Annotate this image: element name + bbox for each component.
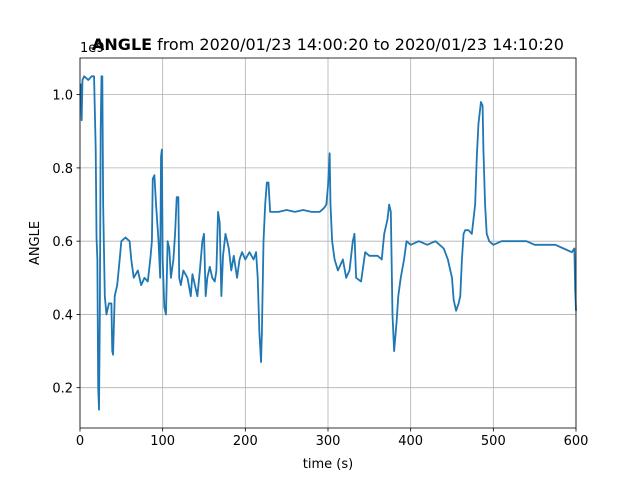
- x-tick-label: 200: [233, 434, 258, 449]
- x-tick-label: 0: [76, 434, 84, 449]
- y-tick-label: 0.8: [52, 162, 73, 177]
- title-bold: ANGLE: [92, 35, 152, 54]
- x-tick-label: 300: [316, 434, 341, 449]
- y-tick-label: 1.0: [52, 89, 73, 104]
- y-tick-label: 0.4: [52, 308, 73, 323]
- x-tick-label: 600: [564, 434, 589, 449]
- x-tick-label: 500: [481, 434, 506, 449]
- y-tick-label: 0.2: [52, 382, 73, 397]
- x-tick-label: 100: [150, 434, 175, 449]
- x-axis-label: time (s): [303, 457, 353, 472]
- plot-frame: [79, 57, 577, 429]
- y-offset-label: 1e9: [80, 41, 105, 56]
- title-rest: from 2020/01/23 14:00:20 to 2020/01/23 1…: [157, 35, 564, 54]
- y-tick-label: 0.6: [52, 235, 73, 250]
- y-axis-label: ANGLE: [28, 221, 43, 265]
- x-tick-label: 400: [398, 434, 423, 449]
- data-line: [79, 75, 577, 411]
- chart-title: ANGLE from 2020/01/23 14:00:20 to 2020/01…: [92, 35, 564, 54]
